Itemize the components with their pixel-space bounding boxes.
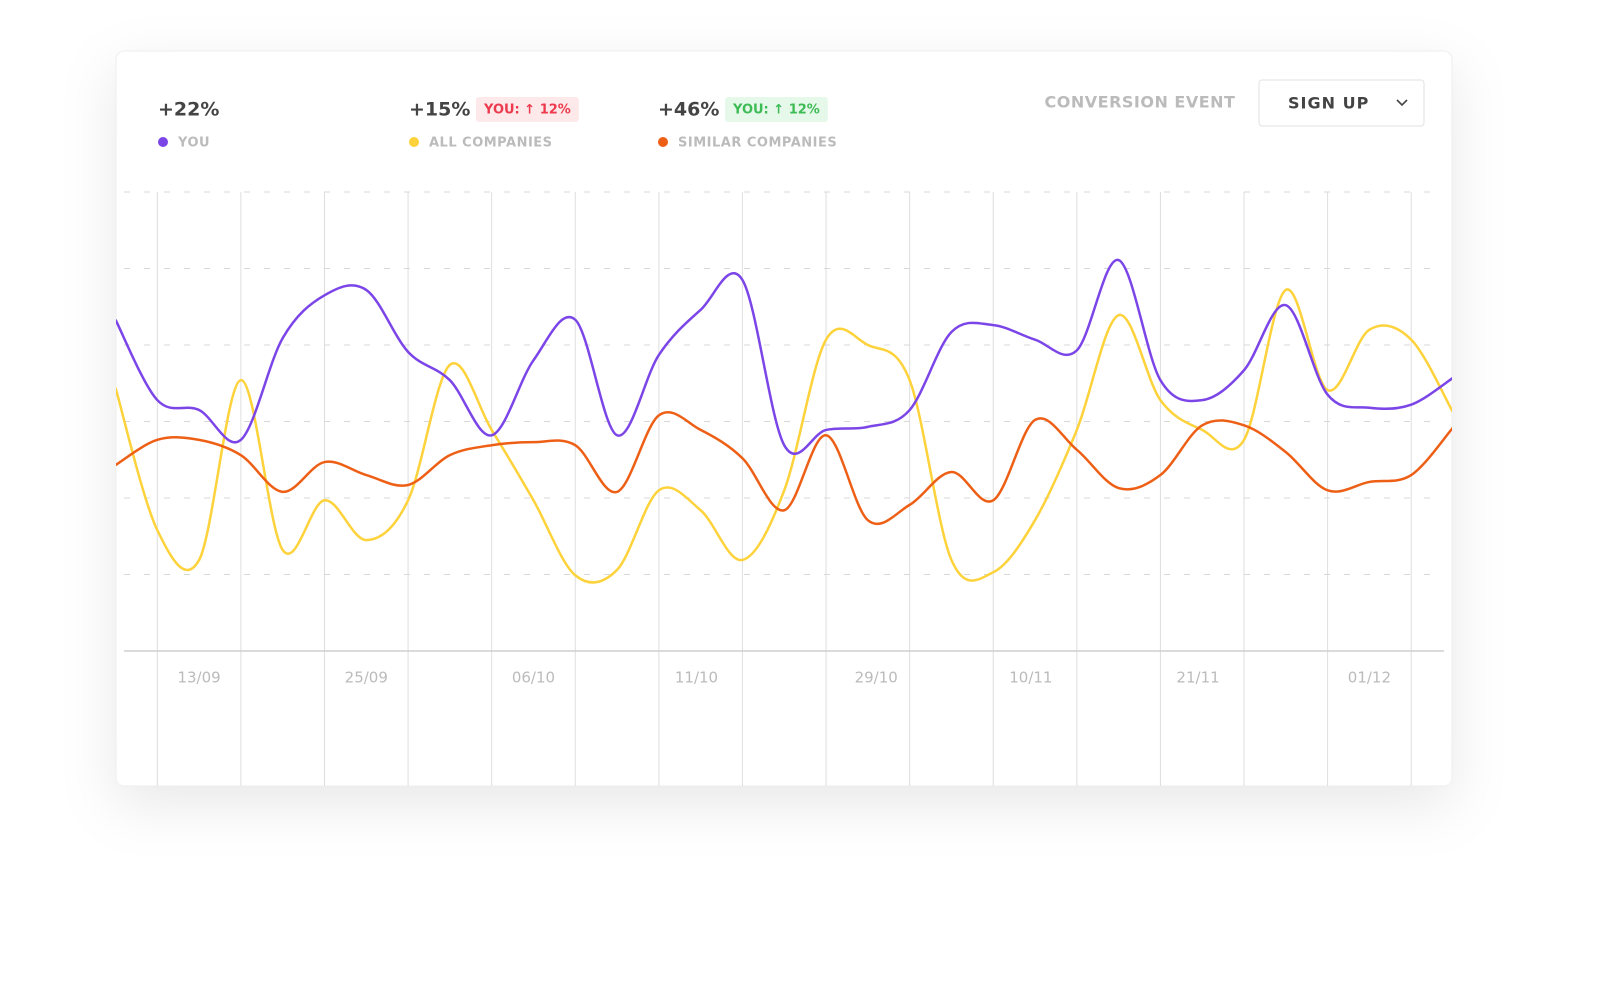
stat-value: +22% bbox=[158, 99, 219, 121]
x-tick-label: 25/09 bbox=[345, 669, 388, 687]
x-tick-label: 10/11 bbox=[1009, 669, 1052, 687]
x-tick-label: 01/12 bbox=[1348, 669, 1391, 687]
x-tick-label: 29/10 bbox=[855, 669, 898, 687]
stat-value: +15% bbox=[409, 99, 470, 121]
dropdown-value: SIGN UP bbox=[1288, 94, 1369, 113]
badge-label: YOU: ↑ 12% bbox=[732, 103, 820, 118]
conversion-label: CONVERSION EVENT bbox=[1045, 93, 1236, 112]
chevron bbox=[1396, 99, 1408, 107]
badge bbox=[725, 97, 828, 122]
series-line bbox=[116, 288, 1452, 584]
x-tick-label: 13/09 bbox=[177, 669, 220, 687]
plot: 13/09 25/09 06/10 11/10 29/10 10/11 21/11 01/12 bbox=[116, 191, 1452, 786]
stat-value: +46% bbox=[658, 99, 719, 121]
legend-dot bbox=[158, 137, 168, 147]
x-tick-label: 21/11 bbox=[1176, 669, 1219, 687]
badge bbox=[476, 97, 579, 122]
legend-dot bbox=[658, 137, 668, 147]
x-tick-label: 11/10 bbox=[675, 669, 718, 687]
legend-label: ALL COMPANIES bbox=[429, 136, 553, 151]
card bbox=[115, 50, 1453, 787]
x-tick-label: 06/10 bbox=[512, 669, 555, 687]
legend-dot bbox=[409, 137, 419, 147]
series-line bbox=[116, 258, 1452, 455]
legend-label: YOU bbox=[177, 136, 210, 151]
legend-label: SIMILAR COMPANIES bbox=[678, 136, 837, 151]
badge-label: YOU: ↑ 12% bbox=[483, 103, 571, 118]
dropdown[interactable] bbox=[1258, 79, 1425, 127]
series-line bbox=[116, 411, 1452, 526]
